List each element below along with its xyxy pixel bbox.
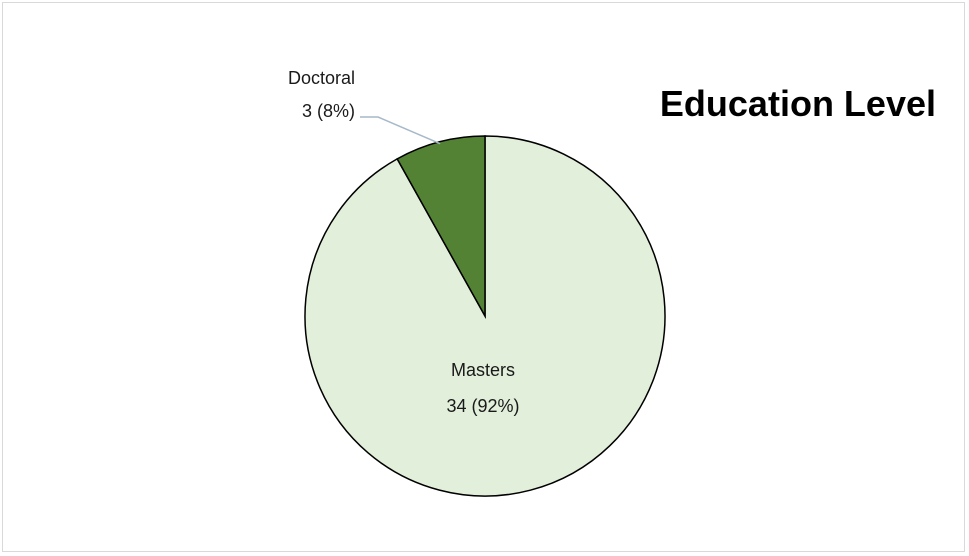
masters-category-label: Masters bbox=[451, 360, 515, 380]
pie-slice-masters bbox=[304, 135, 666, 497]
chart-title: Education Level bbox=[660, 83, 936, 124]
masters-value-label: 34 (92%) bbox=[446, 396, 519, 416]
doctoral-value-label: 3 (8%) bbox=[302, 101, 355, 121]
doctoral-leader-line bbox=[360, 116, 441, 145]
pie-slice-doctoral bbox=[396, 135, 486, 319]
doctoral-category-label: Doctoral bbox=[288, 68, 355, 88]
pie-slices bbox=[304, 135, 666, 497]
